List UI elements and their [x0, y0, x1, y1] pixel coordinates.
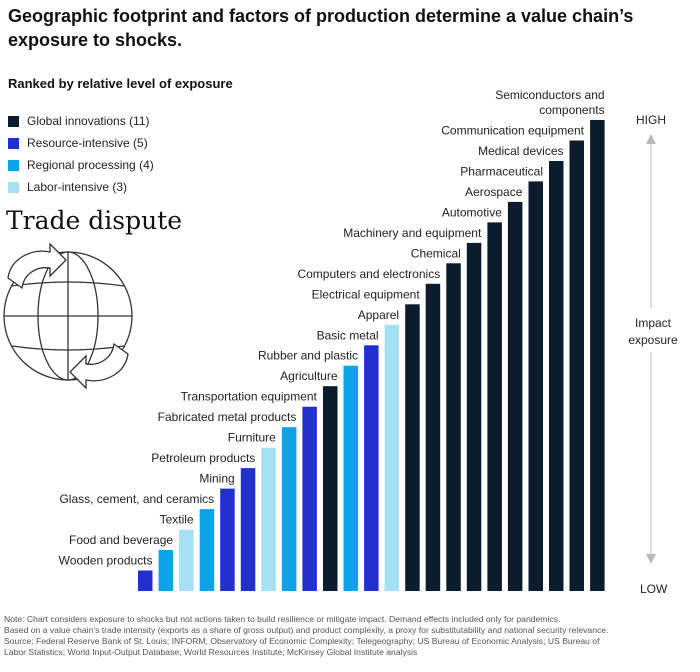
bar-label: Aerospace: [465, 185, 523, 199]
impact-axis-down-arrow: [646, 554, 656, 564]
bar-label: Chemical: [411, 246, 461, 260]
bar: [507, 201, 523, 591]
scale-low-label: LOW: [640, 582, 668, 596]
note-line: Note: Chart considers exposure to shocks…: [4, 614, 561, 624]
bar: [138, 570, 153, 591]
bar: [261, 447, 276, 591]
chart-title: Geographic footprint and factors of prod…: [8, 6, 634, 50]
legend-swatch: [8, 159, 19, 171]
bar: [302, 406, 317, 591]
legend: Global innovations (11) Resource-intensi…: [8, 110, 154, 198]
bar-label: Electrical equipment: [312, 287, 421, 301]
legend-label: Global innovations (11): [27, 114, 150, 128]
bar: [590, 120, 605, 591]
bar: [281, 427, 297, 591]
bar-label: Medical devices: [478, 144, 563, 158]
bar: [240, 468, 256, 591]
bar-label: Mining: [199, 472, 234, 486]
bar-label: Furniture: [228, 431, 276, 445]
note-line: Based on a value chain’s trade intensity…: [4, 625, 609, 635]
legend-item-regional-processing: Regional processing (4): [8, 154, 154, 176]
trade-dispute-label: Trade dispute: [6, 206, 183, 235]
scale-high-label: HIGH: [636, 113, 666, 127]
bar-label: Pharmaceutical: [460, 164, 543, 178]
bar-label: Glass, cement, and ceramics: [59, 492, 214, 506]
bar: [425, 283, 441, 591]
bar: [158, 550, 174, 591]
bar: [466, 242, 482, 591]
legend-label: Resource-intensive (5): [27, 136, 148, 150]
bar-label: Wooden products: [59, 554, 153, 568]
bar: [549, 161, 564, 591]
globe-arrows-icon: [3, 242, 133, 390]
bar-label: Apparel: [358, 308, 399, 322]
bar-label: Communication equipment: [441, 124, 584, 138]
bar-label: Textile: [160, 513, 194, 527]
bar: [528, 181, 543, 591]
legend-item-labor-intensive: Labor-intensive (3): [8, 176, 154, 198]
bar-label: Fabricated metal products: [158, 410, 297, 424]
bar-label: components: [539, 103, 604, 117]
bar: [179, 529, 194, 591]
bar: [487, 222, 502, 591]
bar-label: Food and beverage: [69, 533, 173, 547]
bar-label: Semiconductors and: [495, 88, 604, 102]
chart-notes: Note: Chart considers exposure to shocks…: [4, 614, 696, 658]
bar: [569, 140, 584, 591]
legend-label: Labor-intensive (3): [27, 180, 128, 194]
legend-item-resource-intensive: Resource-intensive (5): [8, 132, 154, 154]
bar: [220, 488, 235, 591]
impact-exposure-label: Impact exposure: [628, 316, 678, 347]
bar: [405, 304, 420, 591]
bar: [343, 365, 358, 591]
bar: [323, 386, 338, 591]
bar-label: Basic metal: [317, 328, 379, 342]
legend-swatch: [8, 115, 19, 127]
chart-subtitle: Ranked by relative level of exposure: [8, 76, 233, 91]
bar-label: Transportation equipment: [181, 390, 318, 404]
bar-label: Automotive: [442, 205, 502, 219]
bar: [384, 324, 400, 591]
impact-axis-up-arrow: [646, 134, 656, 144]
bar-label: Computers and electronics: [297, 267, 440, 281]
bar: [364, 345, 379, 591]
bar: [446, 263, 461, 591]
bar-label: Petroleum products: [151, 451, 255, 465]
legend-item-global-innovations: Global innovations (11): [8, 110, 154, 132]
source-line: Source: Federal Reserve Bank of St. Loui…: [4, 636, 600, 646]
bar: [199, 509, 215, 591]
bar-label: Rubber and plastic: [258, 349, 358, 363]
bar-label: Agriculture: [280, 369, 338, 383]
bar-label: Machinery and equipment: [343, 226, 482, 240]
legend-swatch: [8, 137, 19, 149]
legend-label: Regional processing (4): [27, 158, 154, 172]
source-line: Labor Statistics; World Input-Output Dat…: [4, 647, 418, 657]
legend-swatch: [8, 181, 19, 193]
